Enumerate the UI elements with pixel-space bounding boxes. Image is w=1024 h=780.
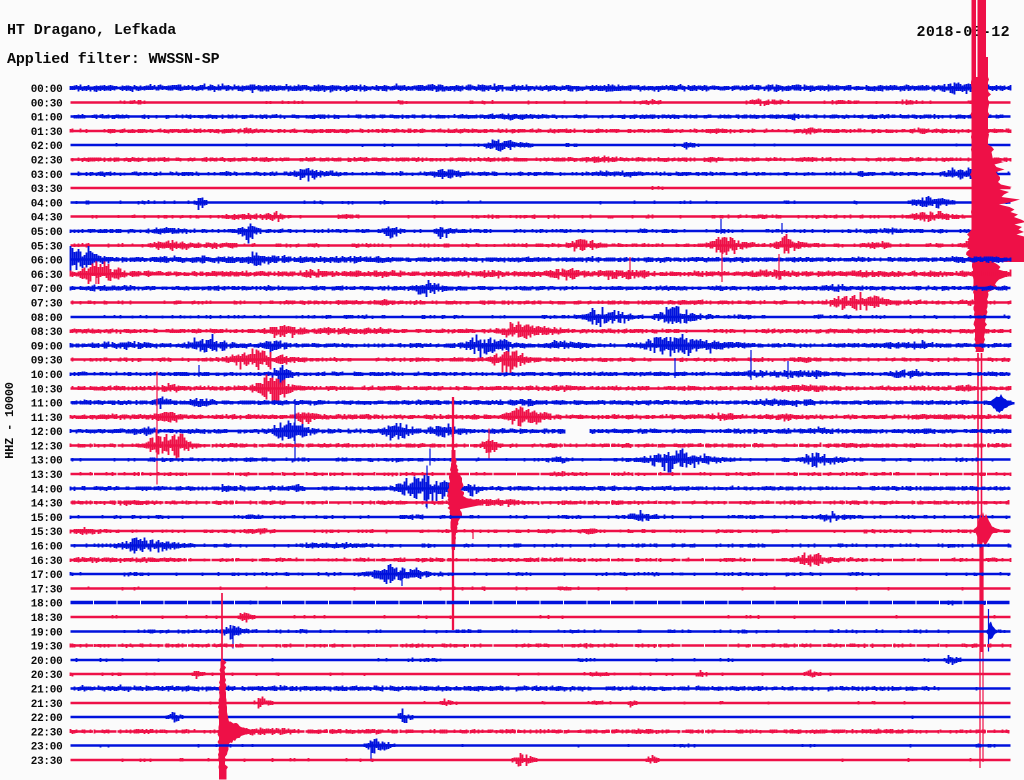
svg-text:07:30: 07:30 xyxy=(31,299,63,311)
svg-text:08:00: 08:00 xyxy=(31,313,63,325)
svg-text:23:30: 23:30 xyxy=(31,756,63,768)
svg-text:01:30: 01:30 xyxy=(31,127,63,139)
svg-text:18:00: 18:00 xyxy=(31,599,63,611)
svg-text:16:30: 16:30 xyxy=(31,556,63,568)
svg-text:17:00: 17:00 xyxy=(31,570,63,582)
svg-text:11:30: 11:30 xyxy=(31,413,63,425)
svg-text:Applied filter: WWSSN-SP: Applied filter: WWSSN-SP xyxy=(7,51,220,68)
svg-text:17:30: 17:30 xyxy=(31,585,63,597)
svg-text:12:00: 12:00 xyxy=(31,427,63,439)
svg-text:06:00: 06:00 xyxy=(31,256,63,268)
svg-text:13:00: 13:00 xyxy=(31,456,63,468)
svg-text:04:00: 04:00 xyxy=(31,199,63,211)
svg-text:08:30: 08:30 xyxy=(31,327,63,339)
svg-text:22:00: 22:00 xyxy=(31,713,63,725)
svg-text:03:30: 03:30 xyxy=(31,184,63,196)
svg-text:15:00: 15:00 xyxy=(31,513,63,525)
svg-text:HT Dragano, Lefkada: HT Dragano, Lefkada xyxy=(7,22,176,39)
svg-text:01:00: 01:00 xyxy=(31,113,63,125)
svg-text:02:00: 02:00 xyxy=(31,141,63,153)
svg-text:06:30: 06:30 xyxy=(31,270,63,282)
svg-text:00:30: 00:30 xyxy=(31,99,63,111)
svg-text:02:30: 02:30 xyxy=(31,156,63,168)
svg-text:22:30: 22:30 xyxy=(31,728,63,740)
svg-text:2018-05-12: 2018-05-12 xyxy=(917,24,1011,41)
svg-text:07:00: 07:00 xyxy=(31,284,63,296)
svg-text:04:30: 04:30 xyxy=(31,213,63,225)
svg-text:20:30: 20:30 xyxy=(31,670,63,682)
svg-text:HHZ - 10000: HHZ - 10000 xyxy=(3,382,17,459)
svg-text:14:00: 14:00 xyxy=(31,485,63,497)
svg-text:00:00: 00:00 xyxy=(31,84,63,96)
svg-text:23:00: 23:00 xyxy=(31,742,63,754)
svg-text:09:00: 09:00 xyxy=(31,342,63,354)
svg-text:19:30: 19:30 xyxy=(31,642,63,654)
svg-text:21:00: 21:00 xyxy=(31,685,63,697)
svg-text:21:30: 21:30 xyxy=(31,699,63,711)
svg-text:18:30: 18:30 xyxy=(31,613,63,625)
svg-text:14:30: 14:30 xyxy=(31,499,63,511)
svg-text:10:00: 10:00 xyxy=(31,370,63,382)
svg-text:05:00: 05:00 xyxy=(31,227,63,239)
svg-text:19:00: 19:00 xyxy=(31,628,63,640)
svg-text:15:30: 15:30 xyxy=(31,527,63,539)
svg-text:09:30: 09:30 xyxy=(31,356,63,368)
svg-text:10:30: 10:30 xyxy=(31,385,63,397)
svg-text:20:00: 20:00 xyxy=(31,656,63,668)
svg-text:11:00: 11:00 xyxy=(31,399,63,411)
svg-text:05:30: 05:30 xyxy=(31,242,63,254)
svg-text:03:00: 03:00 xyxy=(31,170,63,182)
svg-text:13:30: 13:30 xyxy=(31,470,63,482)
svg-text:16:00: 16:00 xyxy=(31,542,63,554)
svg-text:12:30: 12:30 xyxy=(31,442,63,454)
